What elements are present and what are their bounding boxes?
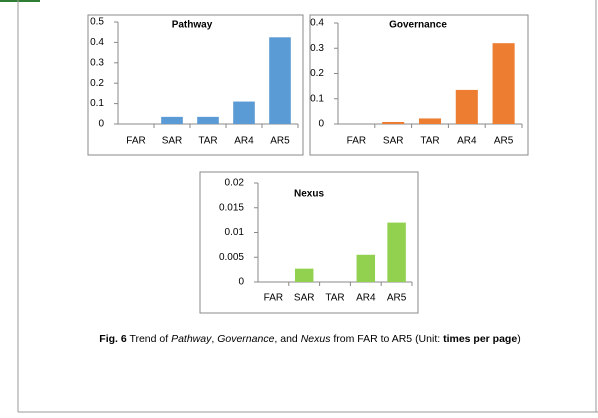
bar <box>418 118 442 124</box>
y-tick-label: 0.01 <box>225 227 245 238</box>
x-tick-label: AR4 <box>457 136 477 147</box>
x-tick-label: AR4 <box>234 136 254 147</box>
bar <box>356 254 376 282</box>
y-tick-label: 0.3 <box>310 43 324 54</box>
y-tick-label: 0 <box>98 119 104 130</box>
bar <box>294 268 314 282</box>
caption-part: Nexus <box>301 333 332 345</box>
x-tick-label: AR5 <box>387 293 407 304</box>
bar <box>387 222 406 282</box>
x-tick-label: AR5 <box>270 136 290 147</box>
x-tick-label: FAR <box>126 136 145 147</box>
bar <box>197 116 219 124</box>
caption-part: , <box>211 333 217 345</box>
bar <box>161 116 183 124</box>
x-tick-label: AR4 <box>356 293 376 304</box>
caption-part: from FAR to AR5 (Unit: <box>330 333 443 345</box>
y-tick-label: 0.4 <box>90 37 104 48</box>
x-tick-label: FAR <box>347 136 366 147</box>
y-tick-label: 0.2 <box>310 68 324 79</box>
chart-title: Governance <box>389 20 447 31</box>
x-tick-label: AR5 <box>494 136 514 147</box>
y-tick-label: 0.015 <box>219 202 244 213</box>
caption-part: Pathway <box>171 333 212 345</box>
bar <box>455 89 478 124</box>
chart-box <box>87 14 304 156</box>
caption: Fig. 6 Trend of Pathway, Governance, and… <box>99 333 520 345</box>
x-tick-label: TAR <box>325 293 344 304</box>
chart-title: Nexus <box>294 189 324 200</box>
y-tick-label: 0.5 <box>90 17 104 28</box>
y-tick-label: 0.3 <box>90 57 104 68</box>
x-tick-label: FAR <box>264 293 283 304</box>
y-tick-label: 0.1 <box>310 93 324 104</box>
x-tick-label: SAR <box>294 293 315 304</box>
y-tick-label: 0.4 <box>310 18 324 29</box>
y-tick-label: 0.2 <box>90 78 104 89</box>
y-tick-label: 0.02 <box>225 178 245 189</box>
bar <box>269 37 291 124</box>
y-tick-label: 0 <box>318 119 324 130</box>
bar <box>233 101 255 124</box>
bar <box>492 43 515 125</box>
y-tick-label: 0.005 <box>219 252 244 263</box>
x-tick-label: TAR <box>198 136 217 147</box>
caption-part: Fig. 6 <box>99 333 127 345</box>
x-tick-label: SAR <box>162 136 183 147</box>
caption-part: Governance <box>217 333 274 345</box>
chart-title: Pathway <box>172 20 213 31</box>
x-tick-label: SAR <box>383 136 404 147</box>
caption-part: times per page <box>443 333 517 345</box>
bar <box>382 121 405 124</box>
caption-part: , and <box>274 333 300 345</box>
y-tick-label: 0 <box>238 277 244 288</box>
x-tick-label: TAR <box>420 136 439 147</box>
chart-box <box>199 171 419 314</box>
caption-part: Trend of <box>127 333 171 345</box>
chart-box <box>309 14 529 156</box>
y-tick-label: 0.1 <box>90 98 104 109</box>
caption-part: ) <box>517 333 521 345</box>
